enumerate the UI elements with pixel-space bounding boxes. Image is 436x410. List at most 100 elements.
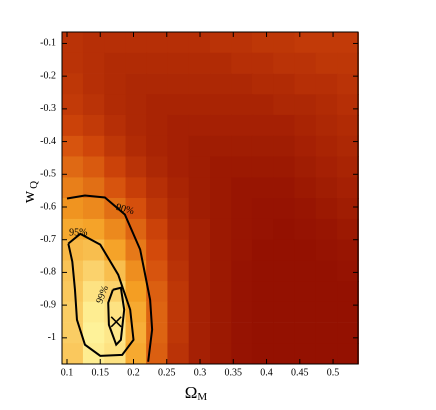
heat-cell — [231, 198, 254, 220]
heat-cell — [146, 32, 169, 54]
heat-cell — [146, 218, 169, 241]
heat-cell — [82, 114, 105, 137]
heat-cell — [294, 52, 317, 74]
heat-cell — [188, 343, 211, 365]
heat-cell — [146, 114, 169, 137]
heat-cell — [125, 218, 148, 241]
heat-cell — [315, 281, 338, 303]
heat-cell — [146, 322, 169, 344]
heat-cell — [61, 52, 84, 74]
heat-cell — [337, 322, 359, 344]
heat-cell — [125, 343, 148, 365]
heat-cell — [273, 218, 296, 241]
heat-cell — [61, 281, 84, 303]
heat-cell — [210, 52, 232, 74]
heat-cell — [188, 322, 211, 344]
heat-cell — [231, 52, 254, 74]
heat-cell — [146, 135, 169, 158]
heat-cell — [315, 52, 338, 74]
heat-cell — [315, 73, 338, 95]
heat-cell — [273, 343, 296, 365]
heat-cell — [125, 177, 148, 199]
heat-cell — [251, 32, 274, 54]
heat-cell — [251, 52, 274, 74]
heat-cell — [146, 301, 169, 323]
heat-cell — [273, 52, 296, 74]
heat-cell — [315, 156, 338, 178]
y-axis-label: wQ — [19, 181, 40, 203]
heat-cell — [125, 52, 148, 74]
heat-cell — [167, 94, 190, 116]
heat-cell — [210, 177, 232, 199]
heat-cell — [273, 260, 296, 282]
heat-cell — [273, 198, 296, 220]
heat-cell — [337, 156, 359, 178]
heat-cell — [61, 135, 84, 158]
heat-cell — [337, 52, 359, 74]
heat-cell — [146, 52, 169, 74]
heat-cell — [315, 198, 338, 220]
heat-cell — [273, 322, 296, 344]
heat-cell — [251, 73, 274, 95]
x-tick-label: 0.5 — [327, 367, 340, 378]
heat-cell — [61, 343, 84, 365]
heat-cell — [61, 301, 84, 323]
heat-cell — [251, 301, 274, 323]
heat-cell — [167, 177, 190, 199]
heat-cell — [315, 260, 338, 282]
heat-cell — [337, 198, 359, 220]
contour-label: 95% — [69, 227, 87, 238]
heat-cell — [251, 177, 274, 199]
heat-cell — [167, 322, 190, 344]
heat-cell — [337, 94, 359, 116]
heat-cell — [125, 322, 148, 344]
heat-cell — [146, 260, 169, 282]
contour-label: 90% — [115, 202, 136, 217]
heat-cell — [273, 94, 296, 116]
contour-line — [107, 286, 126, 347]
x-tick-label: 0.15 — [91, 367, 109, 378]
heat-cell — [82, 260, 105, 282]
heat-cell — [337, 32, 359, 54]
heat-cell — [231, 94, 254, 116]
heat-cell — [82, 218, 105, 241]
heat-cell — [294, 218, 317, 241]
heat-cell — [61, 177, 84, 199]
heat-cell — [167, 52, 190, 74]
heat-cell — [104, 198, 127, 220]
y-tick-label: -0.1 — [40, 38, 56, 49]
heat-cell — [210, 343, 232, 365]
heat-cell — [315, 32, 338, 54]
heat-cell — [146, 177, 169, 199]
heat-cell — [125, 135, 148, 158]
heat-cell — [61, 156, 84, 178]
heat-cell — [210, 114, 232, 137]
heat-cell — [294, 343, 317, 365]
x-tick-label: 0.35 — [225, 367, 243, 378]
heat-cell — [251, 135, 274, 158]
heat-cell — [61, 73, 84, 95]
heat-cell — [294, 198, 317, 220]
heat-cell — [125, 32, 148, 54]
heat-cell — [337, 239, 359, 261]
heat-cell — [231, 281, 254, 303]
heat-cell — [337, 135, 359, 158]
heat-cell — [104, 73, 127, 95]
heat-cell — [273, 281, 296, 303]
heat-cell — [210, 239, 232, 261]
heat-cell — [188, 177, 211, 199]
heat-cell — [294, 114, 317, 137]
y-tick-label: -0.2 — [40, 70, 56, 81]
heat-cell — [315, 218, 338, 241]
x-tick-label: 0.45 — [291, 367, 309, 378]
heat-cell — [167, 32, 190, 54]
heat-cell — [251, 343, 274, 365]
heat-cell — [125, 281, 148, 303]
heat-cell — [146, 156, 169, 178]
heat-cell — [188, 239, 211, 261]
heat-cell — [315, 239, 338, 261]
heat-cell — [82, 156, 105, 178]
heat-cell — [188, 281, 211, 303]
heat-cell — [188, 94, 211, 116]
